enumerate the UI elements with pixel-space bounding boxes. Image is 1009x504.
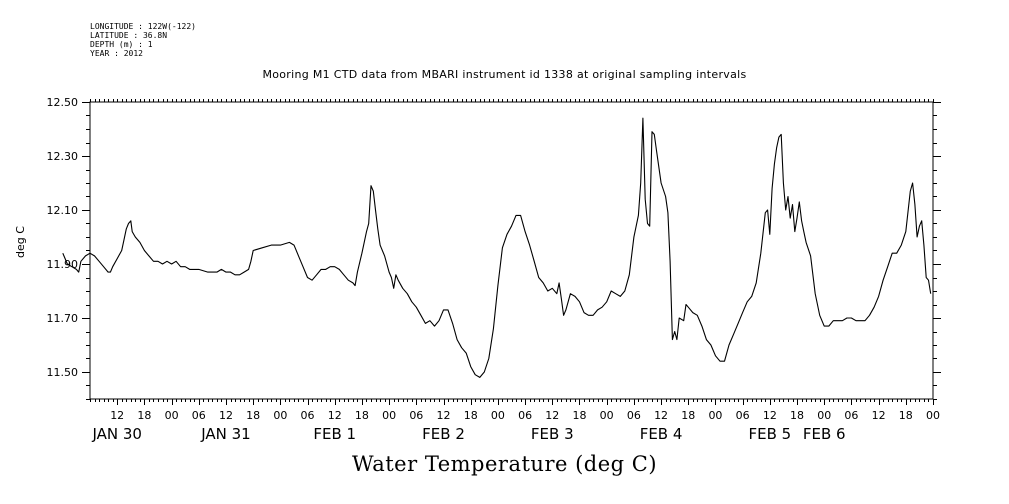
plot-frame xyxy=(89,101,934,400)
y-tick-label: 11.70 xyxy=(47,312,79,325)
x-hour-label: 12 xyxy=(654,409,668,422)
x-hour-label: 00 xyxy=(926,409,940,422)
x-day-label: FEB 5 xyxy=(748,425,791,443)
x-hour-label: 12 xyxy=(219,409,233,422)
x-hour-label: 12 xyxy=(872,409,886,422)
x-hour-label: 06 xyxy=(192,409,206,422)
year-label: YEAR : 2012 xyxy=(90,49,143,58)
x-hour-label: 12 xyxy=(110,409,124,422)
x-hour-label: 18 xyxy=(790,409,804,422)
x-major-ticks xyxy=(117,399,934,405)
x-hour-label: 06 xyxy=(844,409,858,422)
x-minor-ticks-bottom xyxy=(90,399,934,402)
x-hour-label: 00 xyxy=(165,409,179,422)
x-minor-ticks-top xyxy=(90,99,934,102)
x-day-label: FEB 3 xyxy=(531,425,574,443)
y-tick-label: 11.50 xyxy=(47,366,79,379)
x-hour-label: 18 xyxy=(899,409,913,422)
x-hour-label: 18 xyxy=(355,409,369,422)
x-day-label: FEB 6 xyxy=(803,425,846,443)
x-hour-label: 06 xyxy=(409,409,423,422)
x-hour-label: 06 xyxy=(301,409,315,422)
chart-title: Mooring M1 CTD data from MBARI instrumen… xyxy=(262,68,747,81)
y-tick-label: 11.90 xyxy=(47,258,79,271)
x-day-label: JAN 30 xyxy=(91,425,142,443)
x-axis-label: Water Temperature (deg C) xyxy=(351,452,658,476)
y-tick-label: 12.10 xyxy=(47,204,79,217)
x-hour-label: 00 xyxy=(600,409,614,422)
x-hour-label: 00 xyxy=(491,409,505,422)
y-tick-label: 12.50 xyxy=(47,96,79,109)
tick-labels: 11.50 11.70 11.90 12.10 12.30 12.50 12 18 00 06 12… xyxy=(47,96,941,443)
x-hour-label: 06 xyxy=(627,409,641,422)
x-day-label: FEB 2 xyxy=(422,425,465,443)
tick-marks xyxy=(82,99,941,405)
x-hour-label: 06 xyxy=(518,409,532,422)
depth-label: DEPTH (m) : 1 xyxy=(90,40,153,49)
x-hour-label: 12 xyxy=(328,409,342,422)
metadata-block: LONGITUDE : 122W(-122) LATITUDE : 36.8N … xyxy=(90,22,196,58)
x-hour-label: 00 xyxy=(273,409,287,422)
x-hour-label: 00 xyxy=(708,409,722,422)
x-hour-label: 06 xyxy=(736,409,750,422)
temperature-series-line xyxy=(62,117,932,378)
x-hour-label: 18 xyxy=(681,409,695,422)
data-series xyxy=(62,117,932,378)
latitude-label: LATITUDE : 36.8N xyxy=(90,31,168,40)
x-day-label: JAN 31 xyxy=(200,425,251,443)
y-ticks xyxy=(82,102,941,400)
x-day-label: FEB 4 xyxy=(640,425,683,443)
x-hour-label: 18 xyxy=(137,409,151,422)
x-hour-label: 18 xyxy=(246,409,260,422)
x-hour-label: 12 xyxy=(763,409,777,422)
longitude-label: LONGITUDE : 122W(-122) xyxy=(90,22,196,31)
x-hour-label: 00 xyxy=(817,409,831,422)
x-hour-label: 18 xyxy=(572,409,586,422)
x-hour-label: 18 xyxy=(464,409,478,422)
axes xyxy=(89,101,934,400)
x-hour-label: 12 xyxy=(545,409,559,422)
y-tick-label: 12.30 xyxy=(47,150,79,163)
x-hour-label: 12 xyxy=(437,409,451,422)
x-day-label: FEB 1 xyxy=(313,425,356,443)
x-hour-label: 00 xyxy=(382,409,396,422)
